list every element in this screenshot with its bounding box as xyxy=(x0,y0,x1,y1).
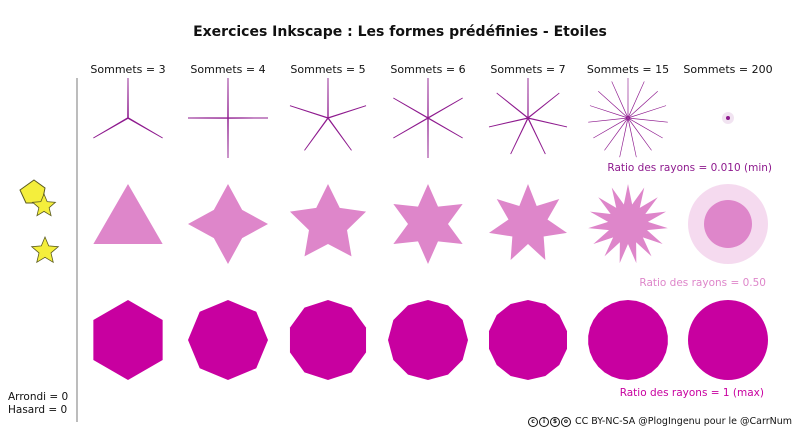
star-4-ratio-0_5 xyxy=(188,184,268,264)
column-label-4: Sommets = 4 xyxy=(190,63,266,76)
star-15-ratio-0_01 xyxy=(588,77,668,158)
ratio-label-min: Ratio des rayons = 0.010 (min) xyxy=(607,162,772,174)
star-200-ratio-0_01 xyxy=(722,112,734,124)
column-label-15: Sommets = 15 xyxy=(586,63,670,76)
ratio-label-max: Ratio des rayons = 1 (max) xyxy=(619,387,764,399)
star-200-ratio-1 xyxy=(688,300,768,380)
column-label-7: Sommets = 7 xyxy=(490,63,566,76)
star-5-ratio-0_5 xyxy=(289,184,367,257)
parameters: Arrondi = 0 Hasard = 0 xyxy=(8,391,68,417)
toolbox-icons xyxy=(19,179,60,264)
column-label-3: Sommets = 3 xyxy=(90,63,166,76)
license-text: CC BY-NC-SA @PlogIngenu pour le @CarrNum xyxy=(574,416,792,427)
star-grid xyxy=(93,77,768,380)
star-tool-icon-1 xyxy=(31,192,57,217)
star-7-ratio-0_01 xyxy=(488,77,568,155)
star-7-ratio-1 xyxy=(489,300,567,380)
star-3-ratio-1 xyxy=(93,300,163,380)
ratio-label-mid: Ratio des rayons = 0.50 xyxy=(639,277,766,289)
page-title: Exercices Inkscape : Les formes prédéfin… xyxy=(193,24,607,40)
cc-license-icon: c i $ o xyxy=(527,416,571,427)
rounded-param: Arrondi = 0 xyxy=(8,391,69,403)
column-label-200: Sommets = 200 xyxy=(683,63,773,76)
star-6-ratio-1 xyxy=(388,300,468,380)
star-5-ratio-0_01 xyxy=(289,77,367,151)
star-15-ratio-0_5 xyxy=(588,184,668,264)
star-15-ratio-1 xyxy=(588,300,668,380)
star-5-ratio-1 xyxy=(289,300,367,380)
star-3-ratio-0_01 xyxy=(93,77,163,139)
column-label-6: Sommets = 6 xyxy=(390,63,466,76)
star-7-ratio-0_5 xyxy=(489,184,567,261)
star-6-ratio-0_5 xyxy=(393,184,463,264)
random-param: Hasard = 0 xyxy=(8,404,68,416)
column-label-5: Sommets = 5 xyxy=(290,63,366,76)
license-notice: c i $ o CC BY-NC-SA @PlogIngenu pour le @Ca… xyxy=(527,416,792,427)
star-6-ratio-0_01 xyxy=(393,77,463,159)
star-200-ratio-0_5 xyxy=(688,184,768,264)
star-tool-icon-2 xyxy=(30,235,60,264)
pentagon-icon xyxy=(19,179,46,204)
star-4-ratio-1 xyxy=(188,300,268,380)
star-3-ratio-0_5 xyxy=(93,184,163,244)
star-4-ratio-0_01 xyxy=(187,77,269,159)
